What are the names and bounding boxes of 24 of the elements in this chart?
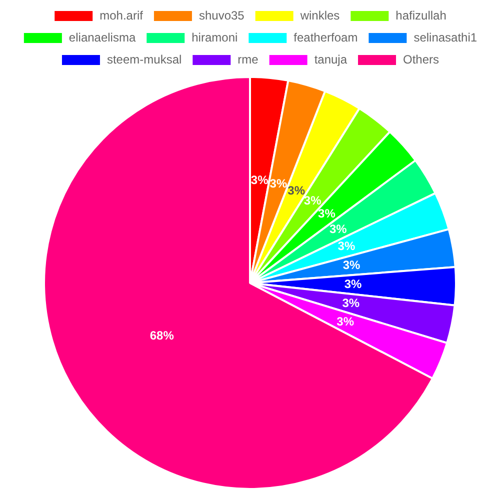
legend-label: elianaelisma	[68, 30, 136, 44]
data-label: 3%	[338, 239, 356, 254]
legend-label: featherfoam	[294, 30, 358, 44]
legend-label: tanuja	[314, 52, 348, 66]
data-label: 68%	[150, 328, 174, 343]
data-label: 3%	[250, 172, 269, 187]
data-label: 3%	[304, 194, 322, 208]
legend-label: selinasathi1	[414, 30, 478, 44]
data-label: 3%	[342, 296, 360, 310]
legend-label: moh.arif	[100, 8, 144, 22]
legend-label: Others	[403, 52, 440, 66]
data-label: 3%	[288, 183, 306, 198]
legend-label: hiramoni	[192, 30, 238, 44]
data-label: 3%	[342, 258, 360, 272]
data-label: 3%	[336, 314, 354, 328]
data-label: 3%	[318, 206, 336, 221]
legend-label: winkles	[299, 8, 340, 22]
legend-label: rme	[238, 52, 259, 66]
data-label: 3%	[344, 276, 362, 291]
data-label: 3%	[329, 222, 348, 236]
data-label: 3%	[270, 176, 288, 190]
legend-label: steem-muksal	[106, 52, 182, 66]
legend-label: hafizullah	[396, 8, 446, 22]
legend-label: shuvo35	[198, 8, 245, 22]
